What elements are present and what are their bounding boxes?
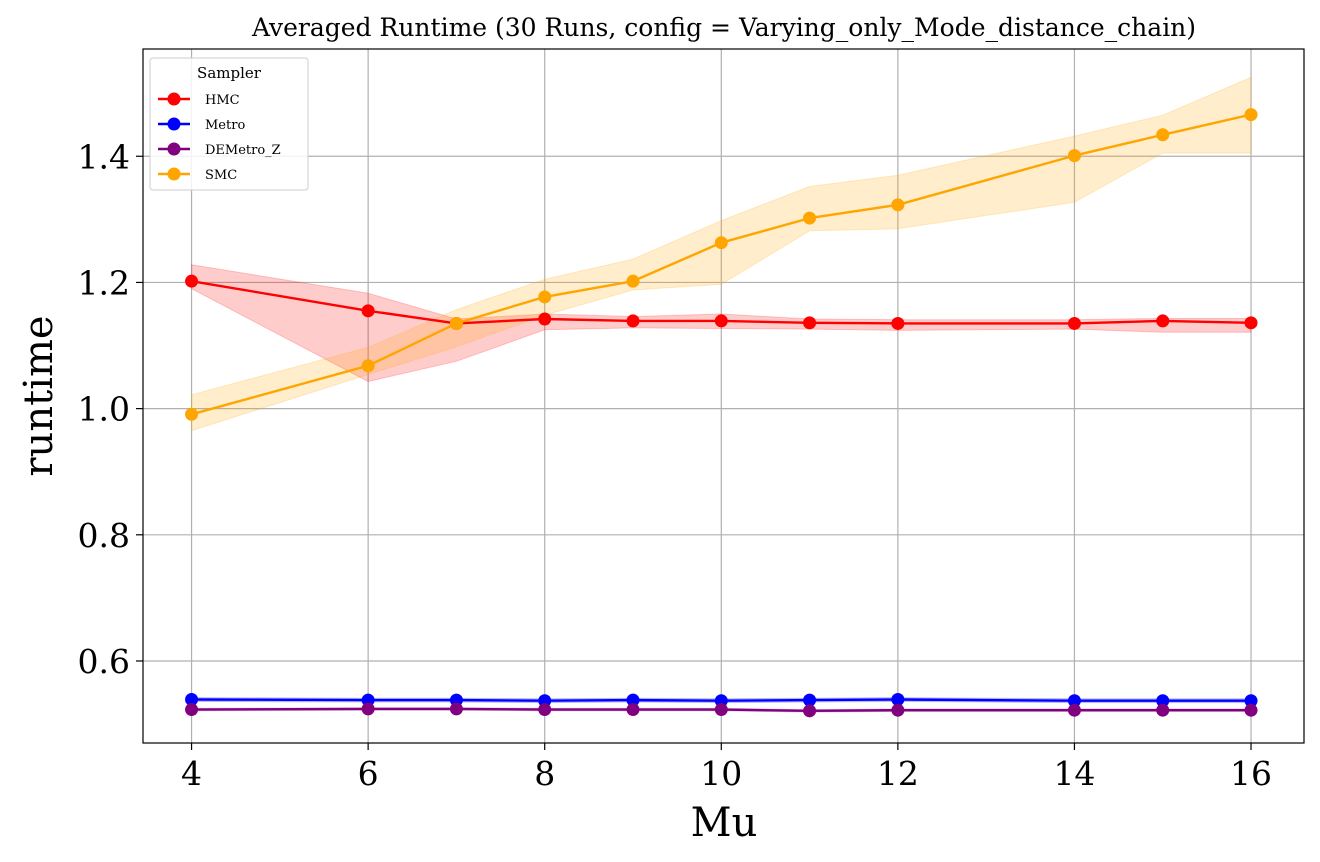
axis-ticks: 4 6 8 10 12 14 16 0.6 0.8 1.0 1.2 1.4 [78,137,1273,793]
x-tick-label: 16 [1230,754,1272,793]
data-point-smc [361,359,375,373]
data-point-hmc [361,304,375,318]
data-point-demetro-z [1244,703,1258,717]
legend-swatch-marker-smc [167,167,181,181]
data-point-hmc [185,274,199,288]
legend: Sampler HMC Metro DEMetro_Z SMC [149,57,309,191]
data-point-smc [1156,128,1170,142]
chart-title: Averaged Runtime (30 Runs, config = Vary… [251,13,1196,42]
data-point-smc [714,236,728,250]
legend-swatch-marker-metro [167,117,181,131]
data-point-hmc [626,314,640,328]
data-point-demetro-z [714,703,728,717]
data-point-smc [449,316,463,330]
data-point-smc [538,290,552,304]
plot-area [142,48,1305,744]
series-lines [185,108,1258,718]
legend-swatch-marker-demetro-z [167,142,181,156]
data-point-metro [803,693,817,707]
data-point-hmc [1067,316,1081,330]
data-point-hmc [803,316,817,330]
data-point-demetro-z [1156,703,1170,717]
y-axis-label: runtime [16,315,62,476]
data-point-smc [891,198,905,212]
y-tick-label: 1.2 [78,263,130,302]
data-point-demetro-z [803,704,817,718]
data-point-demetro-z [626,703,640,717]
x-axis-label: Mu [691,800,758,846]
data-point-metro [1156,694,1170,708]
legend-label-metro: Metro [205,118,245,133]
data-point-metro [891,692,905,706]
data-point-smc [803,211,817,225]
data-point-demetro-z [185,703,199,717]
legend-entries: HMC Metro DEMetro_Z SMC [158,92,281,183]
legend-box [149,57,309,191]
x-tick-label: 10 [700,754,742,793]
data-point-demetro-z [538,703,552,717]
legend-label-hmc: HMC [205,93,240,108]
y-tick-label: 0.8 [78,516,130,555]
data-point-demetro-z [449,702,463,716]
grid-lines [143,49,1304,743]
data-point-hmc [538,312,552,326]
data-point-hmc [714,314,728,328]
data-point-demetro-z [891,703,905,717]
data-point-metro [1244,694,1258,708]
legend-swatch-marker-hmc [167,92,181,106]
x-tick-label: 8 [534,754,555,793]
data-point-hmc [891,316,905,330]
legend-label-smc: SMC [205,168,237,183]
band-smc [191,76,1252,432]
data-point-metro [185,692,199,706]
data-point-smc [1067,149,1081,163]
y-tick-label: 1.4 [78,137,130,176]
x-tick-label: 12 [877,754,919,793]
legend-label-demetro-z: DEMetro_Z [205,143,281,158]
legend-title: Sampler [197,64,262,82]
x-tick-label: 6 [358,754,379,793]
y-tick-label: 0.6 [78,642,130,681]
data-point-smc [185,407,199,421]
data-point-demetro-z [361,702,375,716]
data-point-metro [626,693,640,707]
y-tick-label: 1.0 [78,390,130,429]
data-point-smc [626,274,640,288]
data-point-hmc [1244,316,1258,330]
data-point-smc [1244,108,1258,122]
data-point-hmc [1156,314,1170,328]
x-tick-label: 14 [1053,754,1095,793]
data-point-metro [1067,694,1081,708]
x-tick-label: 4 [181,754,202,793]
data-point-demetro-z [1067,703,1081,717]
